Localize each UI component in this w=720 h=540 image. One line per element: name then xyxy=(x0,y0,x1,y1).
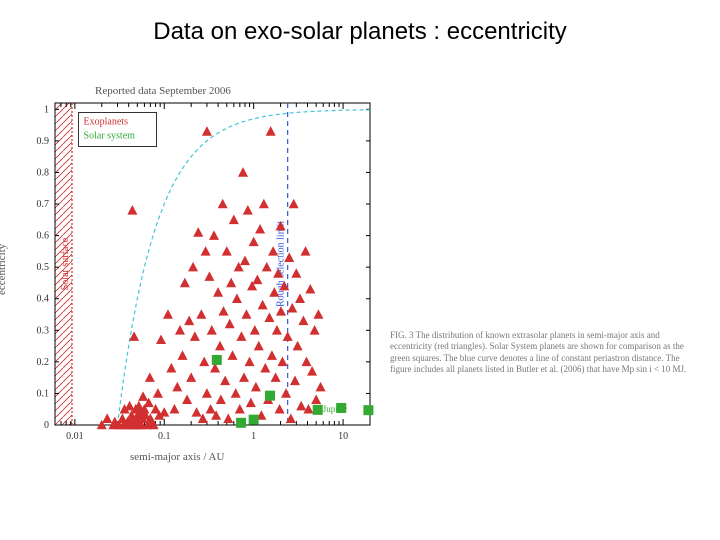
svg-text:1: 1 xyxy=(44,104,49,115)
svg-text:0.4: 0.4 xyxy=(37,294,50,305)
svg-text:0.8: 0.8 xyxy=(37,167,50,178)
svg-text:0.1: 0.1 xyxy=(158,431,171,442)
svg-text:Exoplanets: Exoplanets xyxy=(84,116,129,127)
svg-text:0.7: 0.7 xyxy=(37,199,50,210)
svg-text:Jupiter: Jupiter xyxy=(323,404,348,414)
svg-text:0.1: 0.1 xyxy=(37,388,50,399)
svg-text:0.3: 0.3 xyxy=(37,325,50,336)
svg-text:Solar surface: Solar surface xyxy=(60,237,71,290)
caption-text: The distribution of known extrasolar pla… xyxy=(390,330,686,374)
svg-text:0.5: 0.5 xyxy=(37,262,50,273)
svg-text:0.2: 0.2 xyxy=(37,357,50,368)
figure-caption: FIG. 3 The distribution of known extraso… xyxy=(390,330,700,375)
chart-container: Reported data September 2006 eccentricit… xyxy=(0,95,380,465)
chart-svg: 0 0.1 0.2 0.3 0.4 0.5 0.6 0.7 0.8 0.9 1 0.01 0.1 1 10 S… xyxy=(0,95,380,465)
svg-text:Solar system: Solar system xyxy=(84,130,136,141)
slide: Data on exo-solar planets : eccentricity… xyxy=(0,0,720,540)
svg-text:0.01: 0.01 xyxy=(66,431,84,442)
svg-text:10: 10 xyxy=(338,431,348,442)
svg-text:1: 1 xyxy=(251,431,256,442)
svg-text:0.6: 0.6 xyxy=(37,231,50,242)
slide-title: Data on exo-solar planets : eccentricity xyxy=(0,18,720,46)
svg-text:0: 0 xyxy=(44,420,49,431)
svg-text:0.9: 0.9 xyxy=(37,136,50,147)
caption-prefix: FIG. 3 xyxy=(390,330,414,340)
